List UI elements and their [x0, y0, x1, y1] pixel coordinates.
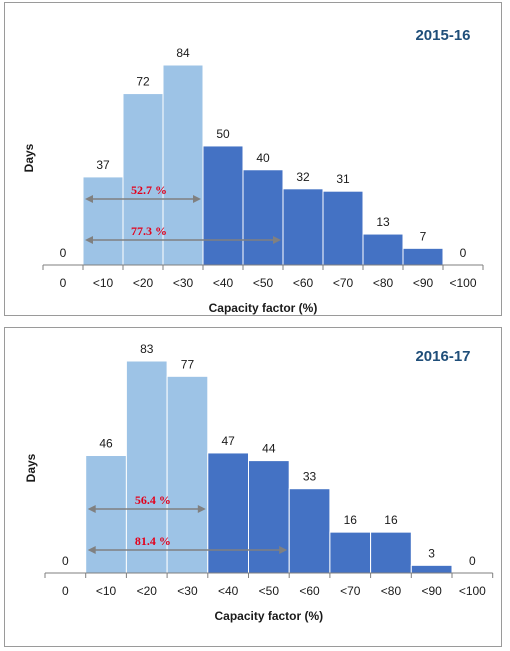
- bar-lt40: [207, 452, 250, 574]
- chart-panel-2016-17: 2016-17 Days 0 0 46 <10 83 <20 77 <30 47 <40 44 <50 33…: [4, 327, 502, 647]
- x-tick-label: <20: [133, 276, 154, 290]
- data-label: 16: [344, 513, 358, 527]
- data-label: 72: [136, 75, 150, 89]
- span-percent-label: 56.4 %: [135, 493, 171, 507]
- bar-lt10: [85, 455, 127, 574]
- x-tick-label: <90: [421, 584, 442, 598]
- data-label: 0: [62, 554, 69, 568]
- data-label: 33: [303, 470, 317, 484]
- x-tick-label: <10: [93, 276, 114, 290]
- histogram-chart-2016-17: 2016-17Days0046<1083<2077<3047<4044<5033…: [24, 342, 494, 623]
- bar-lt20: [122, 93, 164, 266]
- data-label: 50: [216, 127, 230, 141]
- data-label: 40: [256, 151, 270, 165]
- x-tick-label: <50: [259, 584, 280, 598]
- x-axis-title: Capacity factor (%): [209, 301, 318, 315]
- bar-lt30: [162, 64, 204, 266]
- arrowhead-right-icon: [279, 546, 288, 554]
- x-tick-label: 0: [60, 276, 67, 290]
- bar-lt50: [242, 169, 284, 266]
- data-label: 37: [96, 158, 110, 172]
- bar-lt60: [288, 488, 331, 574]
- arrowhead-left-icon: [87, 505, 96, 513]
- data-label: 0: [60, 246, 67, 260]
- span-percent-label: 77.3 %: [131, 224, 167, 238]
- arrowhead-left-icon: [85, 236, 93, 244]
- data-label: 84: [176, 46, 190, 60]
- chart-panel-2015-16: 2015-16 Days 0 0 37 <10 72 <20 84 <30 50 <40 40 <50 32…: [4, 2, 502, 316]
- x-tick-label: <100: [459, 584, 486, 598]
- x-tick-label: 0: [62, 584, 69, 598]
- span-percent-label: 52.7 %: [131, 183, 167, 197]
- data-label: 44: [262, 442, 276, 456]
- bar-lt10: [82, 176, 124, 266]
- bar-lt20: [125, 360, 168, 574]
- x-tick-label: <40: [213, 276, 234, 290]
- bar-lt70: [329, 531, 372, 574]
- span-percent-label: 81.4 %: [135, 534, 171, 548]
- data-label: 32: [296, 170, 310, 184]
- x-tick-label: <70: [340, 584, 361, 598]
- bar-lt80: [370, 531, 412, 574]
- data-label: 7: [420, 229, 427, 243]
- x-tick-label: <20: [137, 584, 158, 598]
- bar-lt60: [282, 188, 324, 266]
- data-label: 47: [221, 434, 235, 448]
- data-label: 31: [336, 172, 350, 186]
- x-tick-label: <100: [449, 276, 476, 290]
- data-label: 3: [428, 546, 435, 560]
- x-tick-label: <60: [293, 276, 314, 290]
- x-tick-label: <90: [413, 276, 434, 290]
- bar-lt30: [166, 375, 209, 574]
- x-tick-label: <80: [381, 584, 402, 598]
- chart-title: 2016-17: [415, 348, 470, 365]
- data-label: 16: [384, 513, 398, 527]
- data-label: 77: [181, 357, 195, 371]
- chart-title: 2015-16: [415, 27, 470, 44]
- y-axis-title: Days: [24, 453, 38, 482]
- x-tick-label: <60: [299, 584, 320, 598]
- x-tick-label: <50: [253, 276, 274, 290]
- arrowhead-right-icon: [197, 505, 206, 513]
- data-label: 0: [460, 246, 467, 260]
- data-label: 13: [376, 215, 390, 229]
- histogram-chart-2015-16: 2015-16 Days 0 0 37 <10 72 <20 84 <30 50 <40 40 <50 32…: [22, 27, 484, 315]
- x-tick-label: <80: [373, 276, 394, 290]
- x-tick-label: <30: [177, 584, 198, 598]
- arrowhead-right-icon: [193, 195, 201, 203]
- bar-lt80: [362, 233, 404, 266]
- x-tick-label: <30: [173, 276, 194, 290]
- data-label: 83: [140, 342, 154, 356]
- bar-lt50: [248, 460, 290, 574]
- bar-lt40: [202, 145, 244, 266]
- arrowhead-left-icon: [85, 195, 93, 203]
- bar-lt70: [322, 190, 364, 266]
- arrowhead-right-icon: [273, 236, 281, 244]
- bar-lt90: [402, 247, 444, 266]
- x-axis-title: Capacity factor (%): [214, 609, 323, 623]
- bar-lt90: [410, 564, 453, 574]
- arrowhead-left-icon: [87, 546, 96, 554]
- data-label: 46: [99, 437, 113, 451]
- data-label: 0: [469, 554, 476, 568]
- x-tick-label: <10: [96, 584, 117, 598]
- x-tick-label: <40: [218, 584, 239, 598]
- y-axis-title: Days: [22, 143, 36, 172]
- x-tick-label: <70: [333, 276, 354, 290]
